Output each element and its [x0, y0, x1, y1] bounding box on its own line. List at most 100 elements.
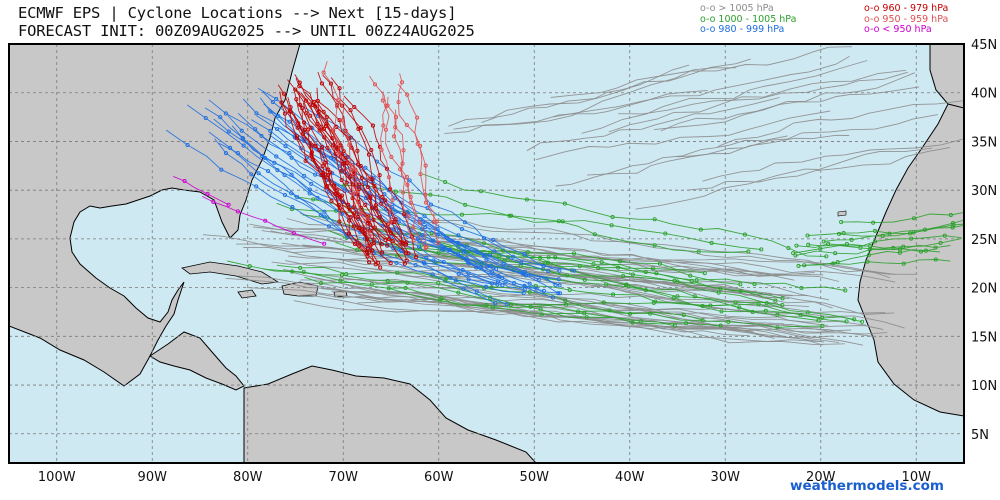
cyclone-track: [295, 88, 373, 251]
track-point: [247, 264, 252, 269]
watermark-credit: weathermodels.com: [790, 478, 944, 494]
track-point: [380, 195, 385, 200]
track-point: [254, 111, 259, 116]
track-point: [291, 230, 296, 235]
land-canary-islands: [837, 210, 847, 217]
cyclone-track: [382, 91, 427, 247]
track-point: [824, 254, 829, 259]
track-point: [316, 109, 321, 114]
track-point: [363, 165, 368, 170]
track-point: [672, 278, 677, 283]
track-point: [601, 300, 606, 305]
lon-tick-label: 10W: [902, 470, 932, 485]
track-point: [435, 232, 440, 237]
track-point: [315, 121, 320, 127]
track-point: [394, 260, 399, 265]
track-point: [322, 241, 327, 246]
track-point: [688, 273, 693, 278]
track-point: [313, 104, 318, 109]
track-point: [872, 228, 878, 233]
cyclone-track: [804, 249, 940, 266]
track-point: [347, 207, 352, 212]
track-point: [326, 167, 331, 172]
track-point: [775, 325, 780, 330]
track-point: [283, 144, 288, 149]
track-point: [609, 223, 614, 228]
track-point: [249, 172, 254, 177]
track-point: [302, 173, 307, 178]
track-point: [538, 307, 543, 312]
track-point: [410, 234, 415, 239]
track-point: [818, 246, 823, 251]
track-point: [301, 131, 306, 136]
track-point: [423, 163, 428, 168]
track-point: [684, 321, 689, 326]
track-point: [525, 250, 530, 255]
cyclone-track: [807, 223, 964, 237]
track-point: [389, 220, 394, 225]
track-point: [383, 127, 388, 132]
track-point: [303, 158, 308, 163]
land-south-america: [243, 365, 537, 463]
cyclone-track: [301, 244, 815, 276]
track-point: [611, 292, 616, 297]
track-point: [309, 143, 315, 148]
track-point: [339, 273, 344, 278]
track-point: [572, 268, 577, 273]
track-point: [694, 278, 699, 283]
track-point: [887, 231, 892, 236]
track-point: [367, 260, 372, 265]
track-point: [805, 233, 810, 238]
track-point: [377, 215, 382, 220]
track-point: [392, 220, 397, 225]
track-point: [482, 241, 487, 246]
track-point: [742, 232, 747, 237]
track-point: [288, 105, 293, 110]
track-point: [508, 302, 514, 307]
track-point: [479, 264, 484, 270]
legend-item-1000-1005: o-o 1000 - 1005 hPa: [700, 13, 797, 25]
track-point: [321, 126, 327, 131]
track-point: [348, 174, 353, 179]
track-point: [308, 125, 313, 130]
track-point: [820, 323, 825, 329]
track-point: [773, 298, 778, 303]
chart-subtitle: FORECAST INIT: 00Z09AUG2025 --> UNTIL 00…: [18, 22, 475, 40]
track-point: [322, 214, 327, 219]
cyclone-track: [315, 105, 408, 261]
track-point: [439, 296, 444, 301]
track-point: [347, 218, 352, 223]
track-point: [630, 320, 635, 325]
track-point: [263, 218, 268, 223]
track-point: [385, 243, 390, 248]
track-point: [396, 100, 401, 105]
legend-item-950-959: o-o 950 - 959 hPa: [864, 13, 949, 25]
track-point: [596, 265, 601, 271]
track-point: [923, 248, 928, 253]
track-point: [582, 277, 587, 282]
cyclone-track: [635, 147, 933, 210]
cyclone-track: [362, 267, 886, 314]
track-point: [467, 261, 472, 266]
track-point: [337, 86, 342, 91]
track-point: [359, 175, 364, 180]
track-point: [420, 233, 425, 238]
track-point: [328, 81, 333, 86]
track-point: [509, 213, 514, 218]
track-point: [733, 300, 738, 305]
track-point: [358, 211, 363, 216]
track-point: [354, 189, 359, 194]
track-point: [322, 135, 327, 140]
lon-tick-label: 90W: [138, 470, 168, 485]
track-point: [627, 311, 633, 316]
cyclone-track: [287, 79, 386, 241]
track-point: [843, 288, 848, 293]
track-point: [324, 121, 329, 126]
track-point: [702, 271, 707, 276]
track-point: [565, 273, 570, 278]
track-point: [456, 271, 461, 277]
legend-item-lt950: o-o < 950 hPa: [864, 24, 932, 35]
track-point: [716, 290, 721, 295]
track-point: [355, 148, 360, 153]
track-point: [401, 212, 407, 217]
